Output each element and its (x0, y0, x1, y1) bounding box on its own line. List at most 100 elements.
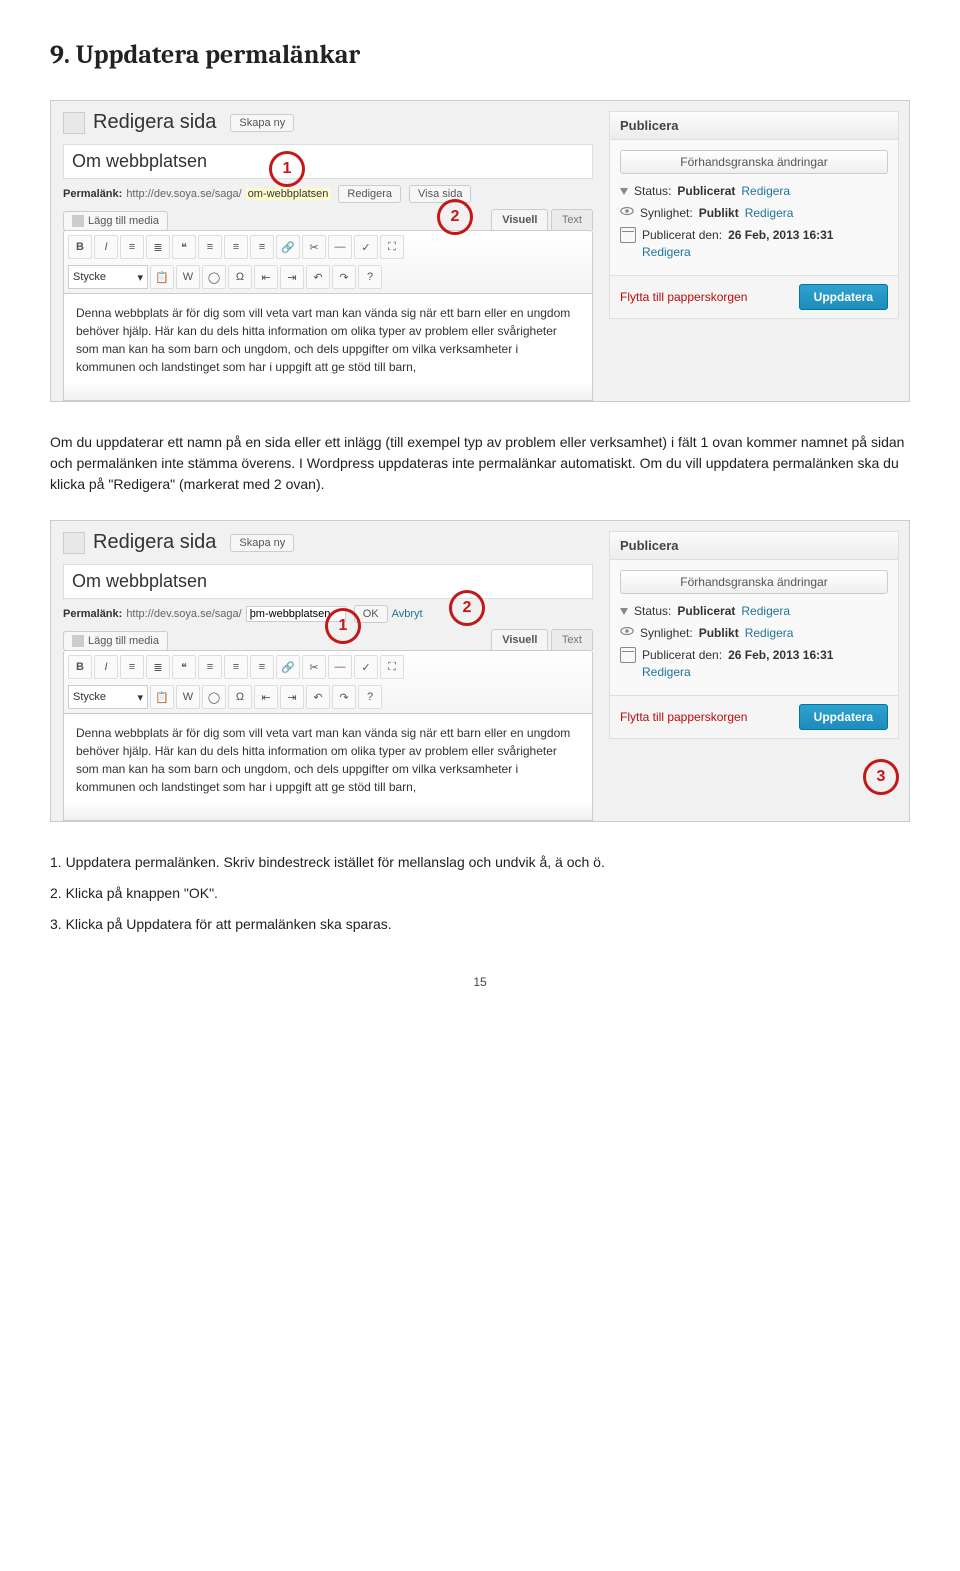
edit-page-title: Redigera sida (93, 111, 216, 134)
title-input[interactable] (63, 564, 593, 599)
bold-button[interactable]: B (68, 655, 92, 679)
more-button[interactable]: — (328, 235, 352, 259)
style-select[interactable]: Stycke▾ (68, 685, 148, 709)
char-button[interactable]: Ω (228, 265, 252, 289)
fullscreen-button[interactable]: ⛶ (380, 655, 404, 679)
quote-button[interactable]: ❝ (172, 235, 196, 259)
preview-button[interactable]: Förhandsgranska ändringar (620, 570, 888, 594)
edit-status-link[interactable]: Redigera (741, 604, 790, 618)
permalink-base: http://dev.soya.se/saga/ (126, 608, 241, 620)
redo-button[interactable]: ↷ (332, 265, 356, 289)
page-icon (63, 532, 85, 554)
editor-toolbar: B I ≡ ≣ ❝ ≡ ≡ ≡ 🔗 ✂ — ✓ ⛶ Stycke▾ 📋 W ◯ … (63, 230, 593, 294)
undo-button[interactable]: ↶ (306, 685, 330, 709)
edit-date-link[interactable]: Redigera (642, 665, 691, 679)
undo-button[interactable]: ↶ (306, 265, 330, 289)
add-media-button[interactable]: Lägg till media (63, 631, 168, 651)
media-icon (72, 215, 84, 227)
char-button[interactable]: Ω (228, 685, 252, 709)
published-label: Publicerat den: (642, 648, 722, 662)
paste-word-button[interactable]: W (176, 265, 200, 289)
add-media-label: Lägg till media (88, 635, 159, 647)
clear-button[interactable]: ◯ (202, 265, 226, 289)
paste-button[interactable]: 📋 (150, 265, 174, 289)
step-3: 3. Klicka på Uppdatera för att permalänk… (50, 914, 910, 935)
trash-link[interactable]: Flytta till papperskorgen (620, 290, 747, 304)
link-button[interactable]: 🔗 (276, 655, 300, 679)
ul-button[interactable]: ≡ (120, 655, 144, 679)
spellcheck-button[interactable]: ✓ (354, 235, 378, 259)
status-value: Publicerat (677, 604, 735, 618)
step-2: 2. Klicka på knappen "OK". (50, 883, 910, 904)
bold-button[interactable]: B (68, 235, 92, 259)
align-right-button[interactable]: ≡ (250, 655, 274, 679)
outdent-button[interactable]: ⇤ (254, 685, 278, 709)
edit-visibility-link[interactable]: Redigera (745, 206, 794, 220)
unlink-button[interactable]: ✂ (302, 655, 326, 679)
ol-button[interactable]: ≣ (146, 655, 170, 679)
permalink-label: Permalänk: (63, 608, 122, 620)
align-left-button[interactable]: ≡ (198, 235, 222, 259)
ok-button[interactable]: OK (354, 605, 388, 623)
visibility-label: Synlighet: (640, 206, 693, 220)
view-page-button[interactable]: Visa sida (409, 185, 471, 203)
edit-slug-button[interactable]: Redigera (338, 185, 401, 203)
help-button[interactable]: ? (358, 265, 382, 289)
help-button[interactable]: ? (358, 685, 382, 709)
slug-input[interactable] (246, 606, 346, 622)
status-label: Status: (634, 184, 671, 198)
edit-date-link[interactable]: Redigera (642, 245, 691, 259)
permalink-slug: om-webbplatsen (246, 188, 331, 200)
align-left-button[interactable]: ≡ (198, 655, 222, 679)
fullscreen-button[interactable]: ⛶ (380, 235, 404, 259)
link-button[interactable]: 🔗 (276, 235, 300, 259)
quote-button[interactable]: ❝ (172, 655, 196, 679)
screenshot-1: 1 2 Redigera sida Skapa ny Permalänk: ht… (50, 100, 910, 402)
cancel-link[interactable]: Avbryt (392, 608, 423, 620)
visibility-value: Publikt (699, 626, 739, 640)
tab-visual[interactable]: Visuell (491, 629, 548, 650)
indent-button[interactable]: ⇥ (280, 265, 304, 289)
editor-body[interactable]: Denna webbplats är för dig som vill veta… (63, 294, 593, 401)
outdent-button[interactable]: ⇤ (254, 265, 278, 289)
italic-button[interactable]: I (94, 235, 118, 259)
create-new-button[interactable]: Skapa ny (230, 534, 294, 552)
trash-link[interactable]: Flytta till papperskorgen (620, 710, 747, 724)
preview-button[interactable]: Förhandsgranska ändringar (620, 150, 888, 174)
title-input[interactable] (63, 144, 593, 179)
paste-button[interactable]: 📋 (150, 685, 174, 709)
spellcheck-button[interactable]: ✓ (354, 655, 378, 679)
update-button[interactable]: Uppdatera (799, 284, 888, 310)
align-right-button[interactable]: ≡ (250, 235, 274, 259)
page-header: Redigera sida Skapa ny (63, 111, 593, 134)
create-new-button[interactable]: Skapa ny (230, 114, 294, 132)
tab-text[interactable]: Text (551, 209, 593, 230)
redo-button[interactable]: ↷ (332, 685, 356, 709)
visibility-label: Synlighet: (640, 626, 693, 640)
ul-button[interactable]: ≡ (120, 235, 144, 259)
editor-body[interactable]: Denna webbplats är för dig som vill veta… (63, 714, 593, 821)
status-label: Status: (634, 604, 671, 618)
ol-button[interactable]: ≣ (146, 235, 170, 259)
align-center-button[interactable]: ≡ (224, 235, 248, 259)
tab-visual[interactable]: Visuell (491, 209, 548, 230)
pin-icon (620, 188, 628, 195)
update-button[interactable]: Uppdatera (799, 704, 888, 730)
align-center-button[interactable]: ≡ (224, 655, 248, 679)
edit-visibility-link[interactable]: Redigera (745, 626, 794, 640)
paste-word-button[interactable]: W (176, 685, 200, 709)
edit-page-title: Redigera sida (93, 531, 216, 554)
clear-button[interactable]: ◯ (202, 685, 226, 709)
permalink-row: Permalänk: http://dev.soya.se/saga/ OK A… (63, 605, 593, 623)
edit-status-link[interactable]: Redigera (741, 184, 790, 198)
tab-text[interactable]: Text (551, 629, 593, 650)
indent-button[interactable]: ⇥ (280, 685, 304, 709)
more-button[interactable]: — (328, 655, 352, 679)
calendar-icon (620, 647, 636, 663)
publish-panel-header: Publicera (610, 112, 898, 140)
unlink-button[interactable]: ✂ (302, 235, 326, 259)
style-select[interactable]: Stycke▾ (68, 265, 148, 289)
italic-button[interactable]: I (94, 655, 118, 679)
status-row: Status: Publicerat Redigera (620, 184, 888, 198)
add-media-button[interactable]: Lägg till media (63, 211, 168, 231)
